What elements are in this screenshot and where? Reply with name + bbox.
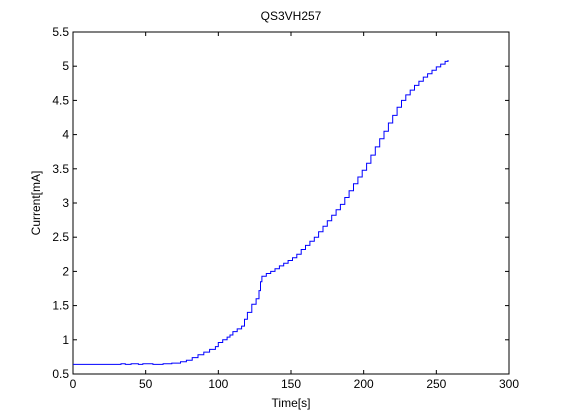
y-tick-label: 4: [62, 128, 69, 142]
x-tick-label: 50: [139, 377, 153, 391]
y-tick-label: 2.5: [52, 230, 69, 244]
y-tick-label: 0.5: [52, 367, 69, 381]
x-tick-label: 0: [70, 377, 77, 391]
x-tick-label: 250: [426, 377, 446, 391]
x-tick-label: 150: [281, 377, 301, 391]
y-tick-label: 3: [62, 196, 69, 210]
y-tick-label: 1: [62, 333, 69, 347]
y-tick-label: 2: [62, 264, 69, 278]
plot-area: [73, 32, 509, 374]
x-tick-label: 200: [354, 377, 374, 391]
x-tick-label: 100: [208, 377, 228, 391]
y-tick-label: 5.5: [52, 25, 69, 39]
y-tick-label: 1.5: [52, 299, 69, 313]
y-tick-label: 3.5: [52, 162, 69, 176]
y-tick-label: 5: [62, 59, 69, 73]
x-axis-label: Time[s]: [272, 396, 311, 410]
y-tick-label: 4.5: [52, 93, 69, 107]
x-tick-label: 300: [499, 377, 519, 391]
chart-title: QS3VH257: [261, 9, 322, 23]
y-axis-label: Current[mA]: [29, 171, 43, 236]
